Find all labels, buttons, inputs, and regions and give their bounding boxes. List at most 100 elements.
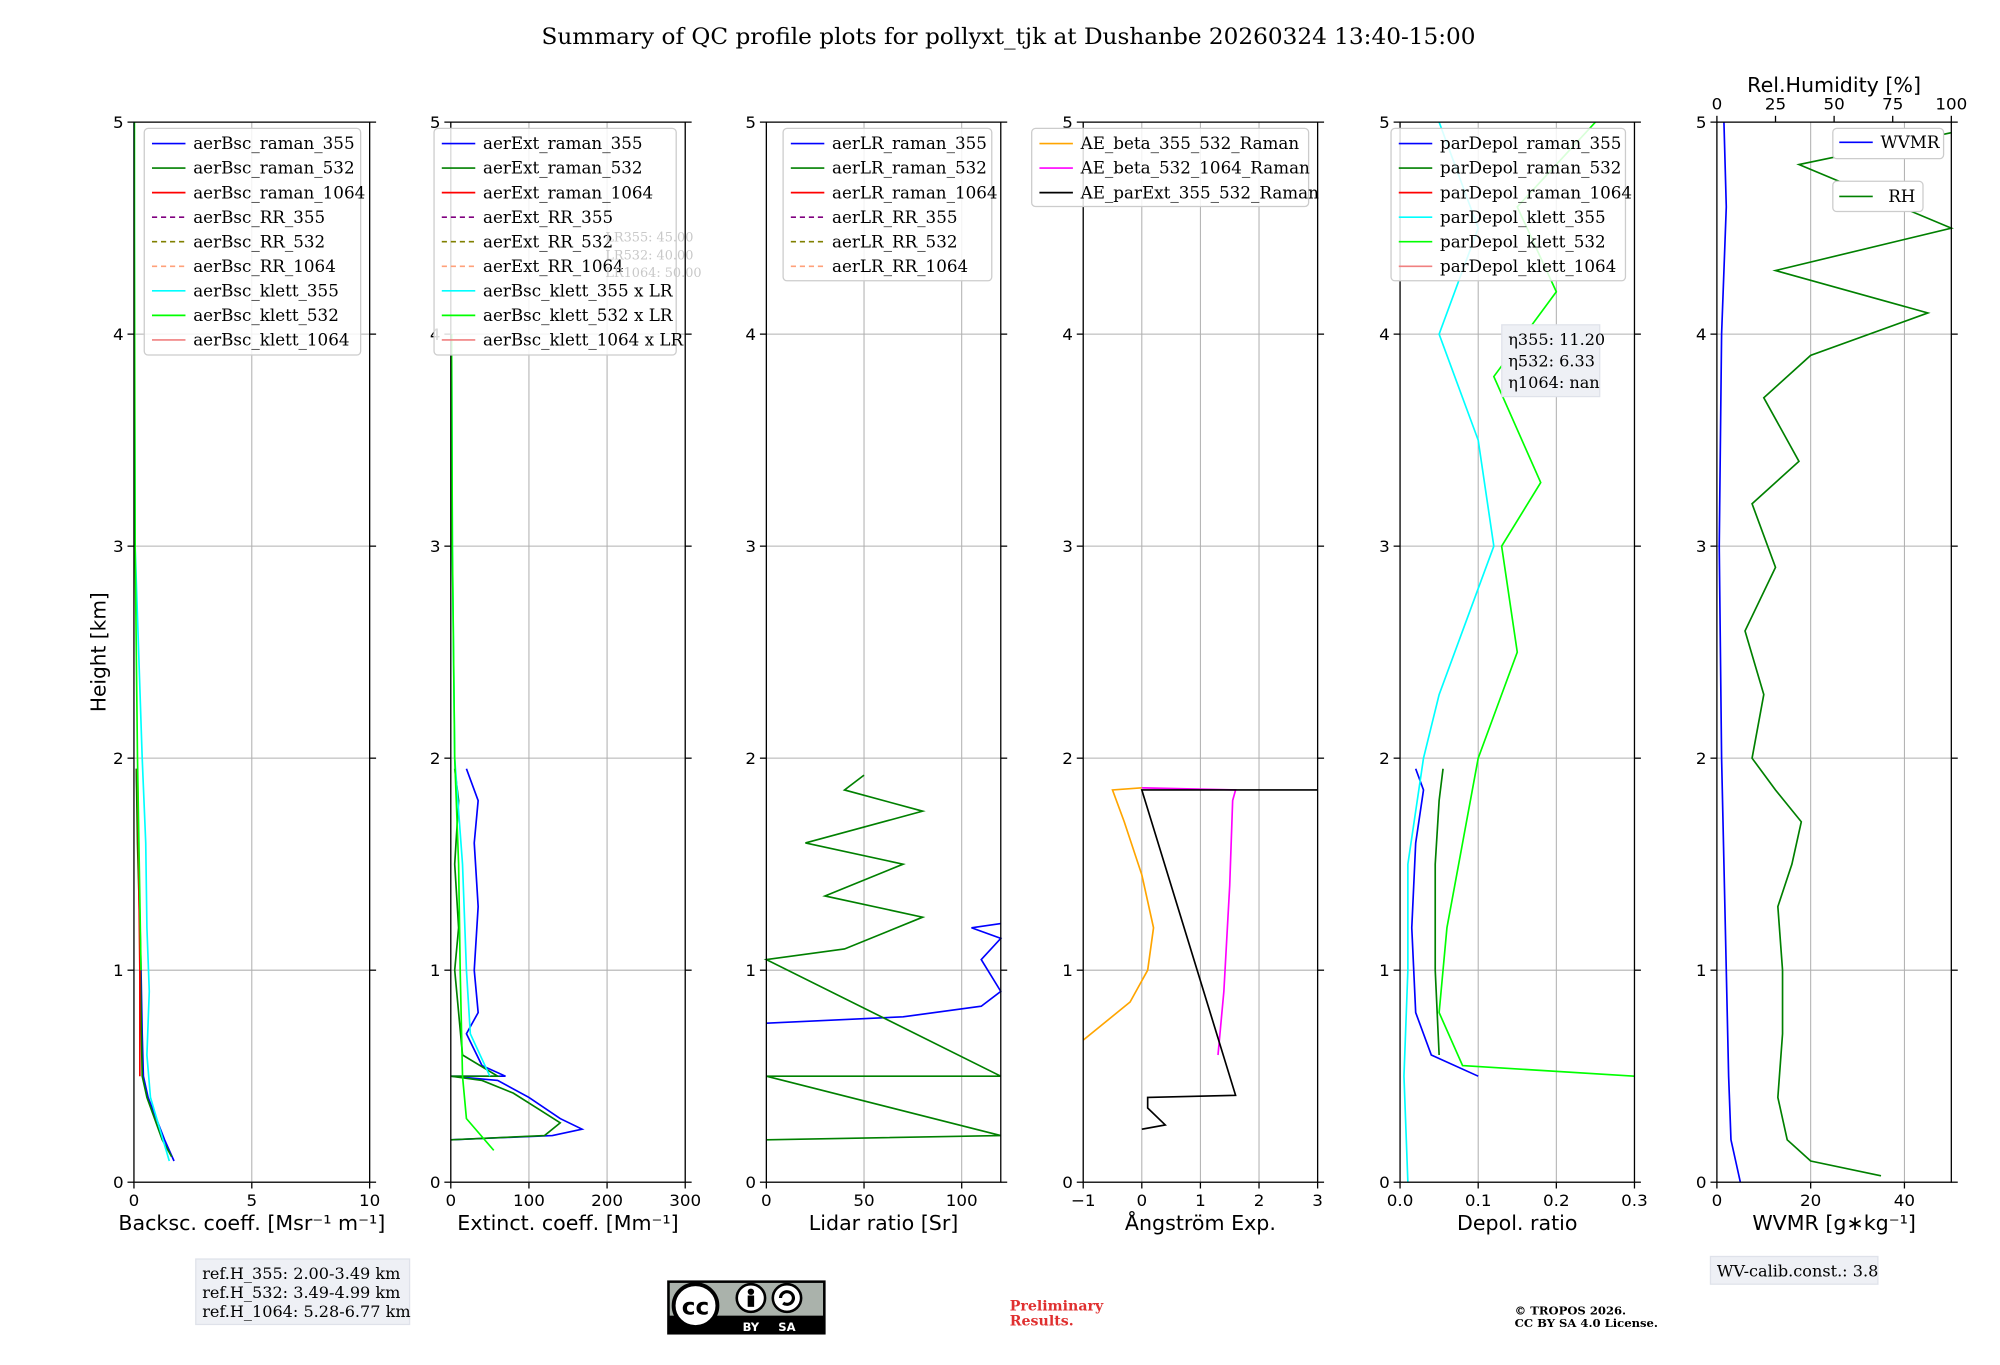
ref-height-box: ref.H_355: 2.00-3.49 km ref.H_532: 3.49-…	[195, 1258, 411, 1326]
legend-label: AE_parExt_355_532_Raman	[1080, 183, 1320, 202]
x-axis-label: Ångström Exp.	[1125, 1209, 1276, 1235]
x2-axis-label: Rel.Humidity [%]	[1747, 73, 1921, 97]
y-tick-label: 1	[745, 961, 756, 980]
legend-box-rh	[1832, 180, 1924, 213]
legend-label: aerBsc_klett_1064	[193, 331, 349, 350]
wv-calib-box: WV-calib.const.: 3.8	[1709, 1255, 1879, 1285]
legend-label: aerExt_RR_355	[483, 208, 613, 227]
legend-label: aerBsc_raman_532	[193, 159, 354, 178]
legend-label: aerExt_raman_532	[483, 159, 643, 178]
legend-label: aerExt_RR_1064	[483, 257, 624, 276]
y-tick-label: 2	[1062, 749, 1073, 768]
panel-lr: 0 50 100 0 1 2 3 4 5 Lidar ratio [Sr] aerLR_raman_…	[745, 113, 1008, 1235]
eta-box	[1501, 324, 1601, 398]
y-tick-label: 4	[1696, 325, 1707, 344]
x-axis-label: Depol. ratio	[1457, 1211, 1577, 1235]
legend-label: parDepol_raman_532	[1440, 159, 1621, 178]
x2-tick-label: 25	[1765, 95, 1786, 114]
series-AE_beta_355_532_Raman	[1082, 787, 1155, 1041]
series-parDepol_klett_532	[1438, 121, 1635, 1078]
x-tick-label: 1	[1195, 1191, 1206, 1210]
y-tick-label: 1	[430, 961, 441, 980]
legend-box	[433, 127, 677, 356]
y-tick-label: 5	[1696, 113, 1707, 132]
axes-frame	[1082, 121, 1319, 1183]
x-tick-label: 50	[853, 1191, 874, 1210]
eta-label: η532: 6.33	[1508, 352, 1595, 371]
y-tick-label: 4	[1062, 325, 1073, 344]
legend-label: aerBsc_raman_1064	[193, 183, 365, 202]
series-RH	[1744, 131, 1954, 1177]
y-tick-label: 4	[113, 325, 124, 344]
x-tick-label: 300	[669, 1191, 701, 1210]
legend-label: aerLR_RR_532	[832, 233, 957, 252]
panel-ext: 0100200300012345Extinct. coeff. [Mm⁻¹]ae…	[430, 113, 702, 1235]
legend-box	[1031, 127, 1310, 208]
ref-height-355: ref.H_355: 2.00-3.49 km	[202, 1264, 400, 1283]
legend-label: aerBsc_RR_532	[193, 233, 325, 252]
y-tick-label: 5	[430, 113, 441, 132]
legend-label: aerBsc_klett_355	[193, 282, 339, 301]
x-axis-label: Extinct. coeff. [Mm⁻¹]	[457, 1211, 678, 1235]
cc-license-badge: cc BY SA	[667, 1280, 826, 1335]
series-AE_beta_532_1064_Raman	[1141, 787, 1237, 1056]
y-tick-label: 3	[1062, 537, 1073, 556]
y-tick-label: 0	[1379, 1173, 1390, 1192]
x2-tick-label: 0	[1712, 95, 1723, 114]
eta-label: η355: 11.20	[1508, 330, 1605, 349]
x2-tick-label: 75	[1882, 95, 1903, 114]
x2-tick-label: 50	[1823, 95, 1844, 114]
axes-frame	[450, 121, 686, 1183]
legend-label: aerBsc_RR_355	[193, 208, 325, 227]
y-tick-label: 0	[1696, 1173, 1707, 1192]
x-tick-label: 2	[1254, 1191, 1265, 1210]
x-tick-label: 10	[359, 1191, 380, 1210]
y-tick-label: 5	[1062, 113, 1073, 132]
x-tick-label: 0	[1136, 1191, 1147, 1210]
cc-logo-icon	[671, 1282, 720, 1329]
sa-label: SA	[778, 1320, 795, 1334]
panel-depol: 0.0 0.1 0.2 0.3 0 1 2 3 4 5 Depol. ratio parDepol_r…	[1379, 113, 1648, 1235]
legend-label-rh: RH	[1888, 187, 1915, 206]
lr-note: LR532: 40.00	[605, 248, 693, 263]
by-person-body	[747, 1295, 755, 1307]
x2-tick-label: 100	[1935, 95, 1967, 114]
legend-label: aerExt_raman_355	[483, 134, 643, 153]
y-tick-label: 0	[113, 1173, 124, 1192]
y-tick-label: 2	[1379, 749, 1390, 768]
x-tick-label: 3	[1312, 1191, 1323, 1210]
y-tick-label: 2	[430, 749, 441, 768]
y-tick-label: 1	[1062, 961, 1073, 980]
legend-label: aerBsc_raman_355	[193, 134, 354, 153]
y-tick-label: 3	[113, 537, 124, 556]
legend-label: aerExt_raman_1064	[483, 183, 653, 202]
legend-box	[143, 127, 362, 356]
y-tick-label: 2	[1696, 749, 1707, 768]
y-tick-label: 4	[1379, 325, 1390, 344]
x-tick-label: 100	[946, 1191, 978, 1210]
x-axis-label: WVMR [g∗kg⁻¹]	[1752, 1211, 1916, 1235]
legend-label-wvmr: WVMR	[1880, 133, 1940, 152]
y-tick-label: 3	[1696, 537, 1707, 556]
lr-note: LR1064: 50.00	[605, 266, 701, 281]
y-axis-label: Height [km]	[86, 592, 110, 712]
y-tick-label: 3	[745, 537, 756, 556]
legend-label: parDepol_raman_1064	[1440, 183, 1632, 202]
series-WVMR	[1718, 122, 1742, 1183]
legend-label: aerLR_raman_532	[832, 159, 987, 178]
y-tick-label: 0	[430, 1173, 441, 1192]
y-tick-label: 2	[113, 749, 124, 768]
y-tick-label: 4	[745, 325, 756, 344]
legend-label: parDepol_klett_355	[1440, 208, 1606, 227]
x-axis-label: Backsc. coeff. [Msr⁻¹ m⁻¹]	[118, 1211, 385, 1235]
y-tick-label: 3	[430, 537, 441, 556]
legend-box	[782, 127, 993, 282]
y-tick-label: 5	[113, 113, 124, 132]
series-AE_parExt_355_532_Raman	[1140, 789, 1318, 1131]
legend-box-wvmr	[1832, 127, 1945, 160]
series-parDepol_raman_532	[1434, 768, 1444, 1056]
x-axis-label: Lidar ratio [Sr]	[809, 1211, 959, 1235]
axes-frame	[133, 121, 371, 1183]
